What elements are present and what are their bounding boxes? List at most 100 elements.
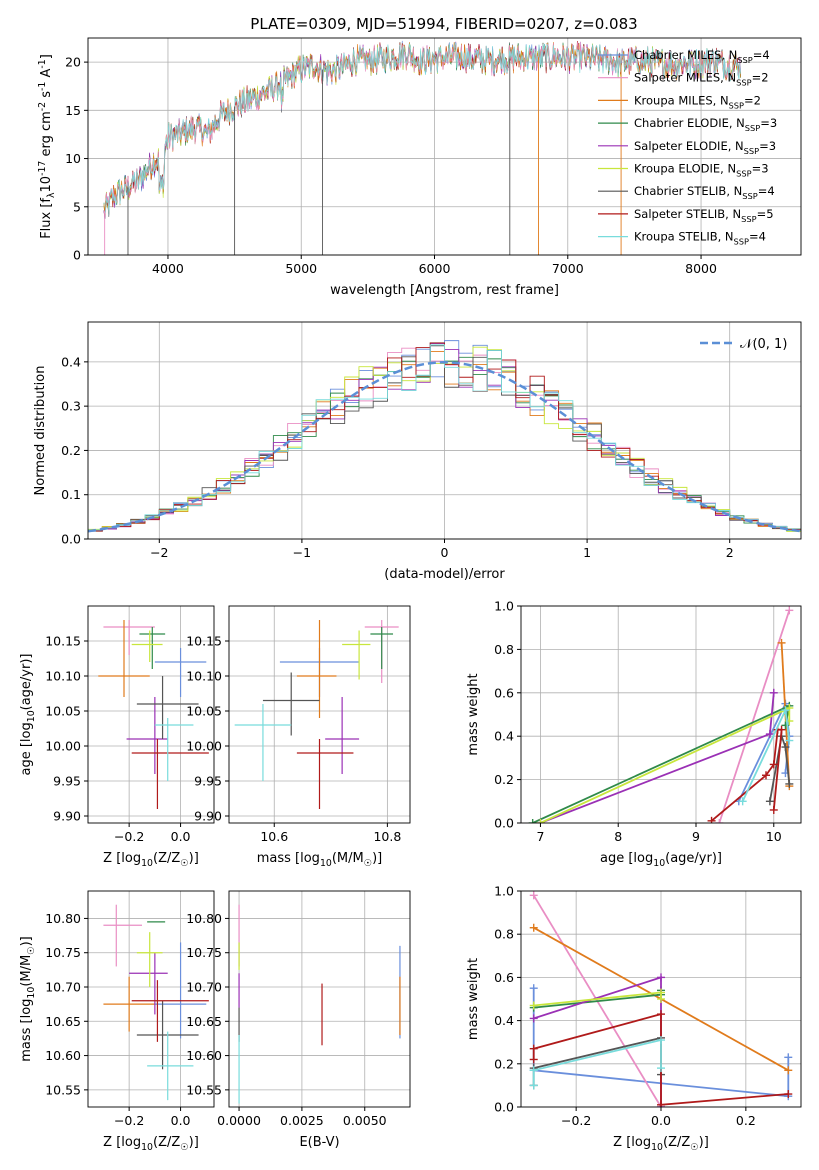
weight-marker — [781, 743, 790, 752]
weight-marker — [784, 1066, 793, 1075]
weight-marker — [528, 819, 537, 823]
legend-label: Salpeter STELIB, NSSP=5 — [634, 207, 774, 224]
ytick-label: 10.80 — [45, 911, 81, 926]
errorbar-salpeter-elodie — [129, 952, 168, 1015]
label-part: )] — [189, 851, 199, 866]
xtick-label: 0.0 — [171, 1113, 191, 1128]
label-part: 10 — [651, 1142, 663, 1153]
axes-frame — [87, 605, 215, 824]
ytick-label: 10.55 — [45, 1082, 81, 1097]
label-part: 10 — [26, 710, 37, 722]
errorbar-kroupa-stelib — [154, 718, 194, 781]
label-part: =3 — [760, 116, 777, 130]
xtick-label: 0.0 — [651, 1113, 671, 1128]
errorbar-chabrier-elodie — [370, 627, 394, 669]
label-part: Salpeter ELODIE, N — [634, 139, 744, 153]
ytick-label: 0.8 — [494, 642, 514, 657]
weight-marker — [707, 816, 716, 823]
x-axis-label: mass [log10(M/M☉)] — [257, 851, 383, 869]
label-part: ☉ — [364, 858, 372, 869]
errorbar-kroupa-miles — [103, 976, 155, 1032]
weight-marker — [657, 973, 665, 982]
ytick-label: 9.95 — [53, 774, 81, 789]
y-axis-label: mass weight — [466, 673, 481, 755]
weight-marker — [657, 995, 665, 1003]
errorbar-salpeter-stelib — [131, 739, 209, 809]
plot-area — [528, 606, 794, 823]
errorbar-kroupa-elodie — [342, 630, 371, 680]
ytick-label: 15 — [65, 103, 81, 118]
weight-marker — [529, 891, 538, 900]
errorbar-kroupa-miles — [98, 620, 150, 697]
ytick-label: 1.0 — [494, 884, 514, 899]
weight-marker — [781, 706, 790, 715]
ytick-label: 10.15 — [45, 634, 81, 649]
label-part: (M/M — [332, 851, 364, 866]
weight-marker — [529, 1055, 538, 1064]
frame-and-ticks: 7 8 9 10 0.0 0.2 0.4 0.6 0.8 1.0 — [494, 599, 802, 844]
y-axis-label: Normed distribution — [33, 366, 48, 496]
panel-age_vs_mass: 10.6 10.8 9.90 9.95 10.00 10.05 10.10 10.15 mass… — [186, 605, 411, 869]
xtick-label: −0.2 — [114, 829, 144, 844]
label-part: SSP — [734, 237, 749, 247]
xtick-label: 1 — [583, 545, 591, 560]
ytick-label: 0.1 — [61, 487, 81, 502]
label-part: 10 — [141, 1142, 153, 1153]
ytick-label: 9.90 — [53, 809, 81, 824]
frame-and-ticks: −2 −1 0 1 2 0.0 0.1 0.2 0.3 0.4 — [61, 321, 802, 560]
weight-marker — [738, 797, 747, 806]
gridlines — [229, 891, 410, 1107]
y-axis-label: mass weight — [466, 958, 481, 1040]
label-part: =2 — [752, 71, 769, 85]
ytick-label: 10.10 — [45, 669, 81, 684]
ytick-label: 5 — [73, 199, 81, 214]
panel-spectrum: 4000 5000 6000 7000 8000 0 5 10 15 20 wavelength [… — [37, 37, 802, 298]
weight-marker — [777, 725, 786, 734]
errorbar-salpeter-elodie — [325, 697, 360, 774]
label-part: SSP — [736, 169, 751, 179]
frame-and-ticks: −0.2 0.0 9.90 9.95 10.00 10.05 10.10 10.15 — [45, 605, 215, 844]
errorbar-salpeter-miles — [103, 620, 155, 655]
label-part: SSP — [745, 123, 760, 133]
spectrum-line — [103, 42, 741, 216]
errorbar-kroupa-elodie — [136, 932, 163, 987]
xtick-label: 6000 — [419, 261, 451, 276]
xtick-label: 0 — [441, 545, 449, 560]
ytick-label: 10.70 — [45, 980, 81, 995]
errorbar-kroupa-elodie — [131, 630, 163, 662]
weight-line — [540, 706, 791, 823]
ytick-label: 1.0 — [494, 599, 514, 614]
ytick-label: 0.3 — [61, 399, 81, 414]
ytick-label: 10.70 — [186, 980, 222, 995]
ytick-label: 10.60 — [186, 1048, 222, 1063]
axes-frame — [228, 605, 411, 824]
label-part: SSP — [744, 146, 759, 156]
weight-marker — [765, 730, 774, 739]
panel-weight_vs_Z: −0.2 0.0 0.2 0.0 0.2 0.4 0.6 0.8 1.0 Z [log10(Z/Z… — [466, 884, 802, 1153]
ytick-label: 0.6 — [494, 970, 514, 985]
xtick-label: −0.2 — [114, 1113, 144, 1128]
ytick-label: 0.0 — [494, 1100, 514, 1115]
label-part: λ — [46, 192, 57, 198]
frame-and-ticks: −0.2 0.0 10.55 10.60 10.65 10.70 10.75 10.80 — [45, 890, 215, 1128]
ytick-label: 20 — [65, 55, 81, 70]
ytick-label: 0.4 — [61, 354, 81, 369]
errorbar-kroupa-miles — [296, 620, 337, 718]
label-part: Z [log — [103, 1135, 141, 1150]
label-part: SSP — [736, 78, 751, 88]
axes-frame — [228, 890, 411, 1108]
y-axis-label: Flux [fλ10-17 erg cm-2 s-1 A-1] — [37, 54, 57, 239]
errorbar-kroupa-stelib — [147, 1031, 194, 1101]
plot-area — [103, 904, 209, 1101]
ytick-label: 10.65 — [186, 1014, 222, 1029]
weight-marker — [529, 984, 538, 993]
label-part: (Z/Z — [153, 851, 180, 866]
weight-marker — [785, 606, 794, 615]
ytick-label: 0.0 — [494, 816, 514, 831]
label-part: E(B-V) — [299, 1135, 339, 1150]
label-part: =4 — [758, 184, 775, 198]
label-part: erg cm — [39, 111, 54, 160]
errorbar-salpeter-stelib — [131, 980, 209, 1042]
